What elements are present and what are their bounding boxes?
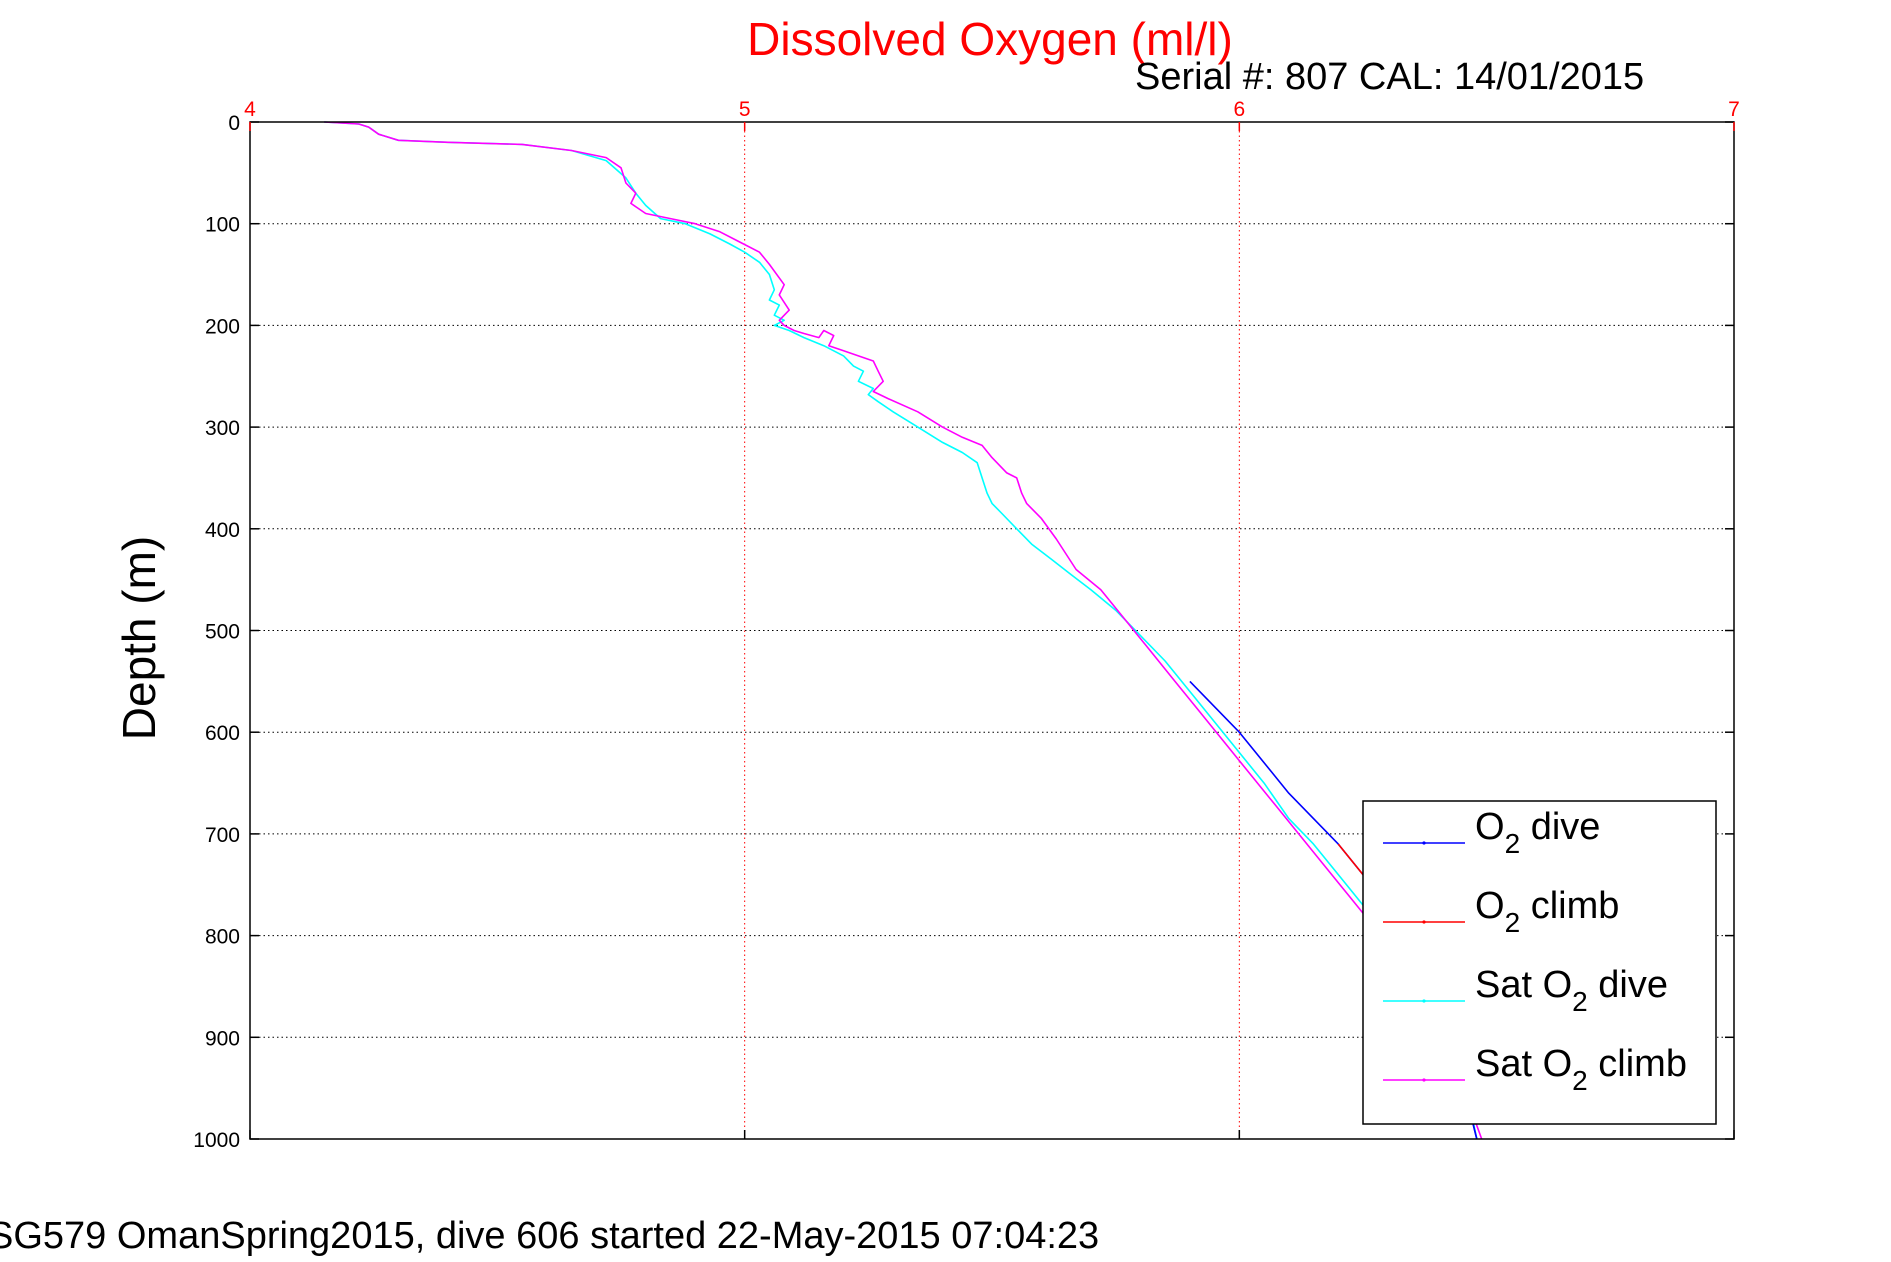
footer-dive-info: SG579 OmanSpring2015, dive 606 started 2…	[0, 1215, 1099, 1257]
series-line-sat-o2-climb	[324, 121, 1483, 1140]
y-tick-label: 100	[205, 214, 240, 237]
legend-marker-sat-o2-dive	[1422, 999, 1426, 1003]
legend-marker-sat-o2-climb	[1422, 1078, 1426, 1082]
x-tick-label: 4	[244, 98, 256, 121]
y-tick-label: 600	[205, 722, 240, 745]
x-tick-label: 7	[1728, 98, 1740, 121]
legend-label-sat-o2-dive: Sat O2 dive	[1475, 964, 1668, 1017]
legend-label-sat-o2-climb: Sat O2 climb	[1475, 1043, 1687, 1096]
y-tick-label: 900	[205, 1027, 240, 1050]
legend: O2 dive O2 climb Sat O2 dive Sat O2 climb	[1362, 800, 1717, 1125]
y-tick-label: 400	[205, 519, 240, 542]
x-tick-label: 5	[739, 98, 751, 121]
grid-lines	[250, 122, 1734, 1139]
legend-label-o2-dive: O2 dive	[1475, 806, 1600, 859]
y-tick-label: 500	[205, 621, 240, 644]
legend-marker-o2-dive	[1422, 841, 1426, 845]
axis-ticks: 0 100 200 300 400 500 600 700 800 900 1000 4 5 6 7	[193, 98, 1740, 1152]
y-axis-label: Depth (m)	[113, 536, 165, 740]
y-tick-label: 800	[205, 926, 240, 949]
serial-cal-label: Serial #: 807 CAL: 14/01/2015	[1135, 56, 1644, 98]
legend-box	[1362, 800, 1717, 1125]
y-tick-label: 0	[228, 112, 240, 135]
series-line-sat-o2-dive	[324, 121, 1478, 1140]
legend-label-o2-climb: O2 climb	[1475, 885, 1619, 938]
x-tick-label: 6	[1233, 98, 1245, 121]
y-tick-label: 1000	[193, 1129, 240, 1152]
legend-marker-o2-climb	[1422, 920, 1426, 924]
y-tick-label: 200	[205, 315, 240, 338]
y-tick-label: 700	[205, 824, 240, 847]
y-tick-label: 300	[205, 417, 240, 440]
chart-title: Dissolved Oxygen (ml/l)	[747, 13, 1233, 65]
